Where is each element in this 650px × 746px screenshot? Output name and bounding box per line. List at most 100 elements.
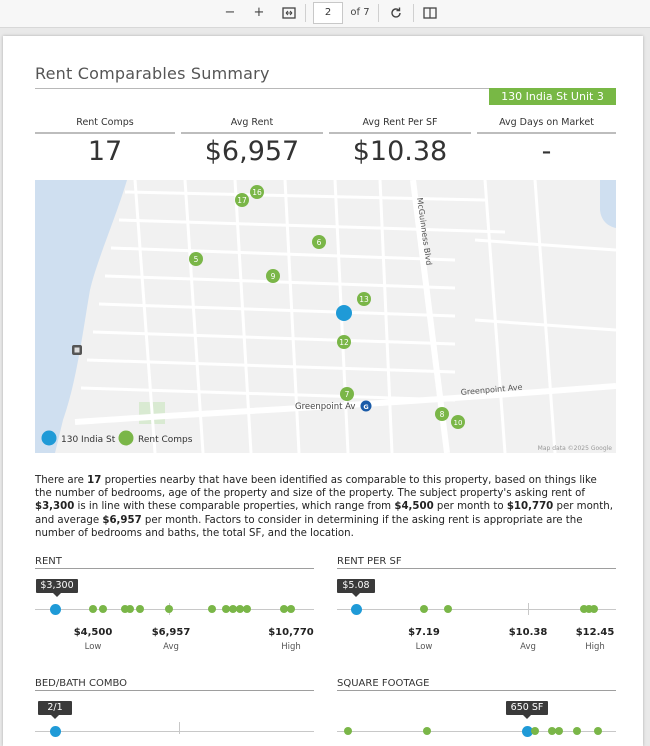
svg-text:6: 6 bbox=[317, 238, 322, 247]
rent-subject-dot bbox=[50, 604, 61, 615]
rent-comp-dot bbox=[126, 605, 134, 613]
bed-bath-section-title: BED/BATH COMBO bbox=[35, 678, 128, 689]
rent-comp-dot bbox=[280, 605, 288, 613]
map-canvas: McGuinness Blvd Greenpoint Ave Greenpoin… bbox=[35, 180, 616, 453]
rent-per-sf-high-label: High bbox=[585, 642, 605, 652]
rent-per-sf-high-value: $12.45 bbox=[575, 627, 615, 638]
comp-marker[interactable]: 12 bbox=[337, 335, 351, 349]
stat-value-avg-rent: $6,957 bbox=[204, 136, 300, 167]
section-divider bbox=[337, 568, 616, 569]
comp-marker[interactable]: 8 bbox=[435, 407, 449, 421]
comp-marker[interactable]: 13 bbox=[357, 292, 371, 306]
comp-marker[interactable]: 7 bbox=[340, 387, 354, 401]
stat-divider bbox=[477, 132, 616, 134]
fit-page-icon bbox=[282, 7, 296, 19]
page-view-button[interactable] bbox=[421, 3, 439, 23]
square-footage-subject-dot bbox=[522, 726, 533, 737]
stat-label-avg-rent: Avg Rent bbox=[230, 117, 274, 128]
rent-per-sf-subject-flag: $5.08 bbox=[337, 579, 375, 593]
avg-rent: $6,957 bbox=[102, 514, 142, 526]
comp-marker[interactable]: 17 bbox=[235, 193, 249, 207]
svg-text:13: 13 bbox=[359, 295, 369, 304]
rent-high-label: High bbox=[281, 642, 301, 652]
page-title: Rent Comparables Summary bbox=[35, 64, 270, 83]
square-footage-comp-dot bbox=[531, 727, 539, 735]
bed-bath-subject-dot bbox=[50, 726, 61, 737]
svg-text:9: 9 bbox=[271, 272, 276, 281]
rent-subject-flag: $3,300 bbox=[36, 579, 78, 593]
rent-per-sf-low-label: Low bbox=[415, 642, 433, 652]
rent-low-value: $4,500 bbox=[73, 627, 113, 638]
rent-per-sf-comp-dot bbox=[444, 605, 452, 613]
creek-water bbox=[600, 180, 616, 228]
rent-per-sf-comp-dot bbox=[420, 605, 428, 613]
report-page: Rent Comparables Summary 130 India St Un… bbox=[3, 36, 643, 746]
low-rent: $4,500 bbox=[394, 501, 434, 513]
comp-marker[interactable]: 5 bbox=[189, 252, 203, 266]
rent-low-label: Low bbox=[84, 642, 102, 652]
stat-divider bbox=[35, 132, 175, 134]
zoom-out-button[interactable]: − bbox=[224, 5, 236, 20]
svg-text:17: 17 bbox=[237, 196, 247, 205]
asking-rent: $3,300 bbox=[35, 501, 75, 513]
rent-per-sf-comp-dot bbox=[580, 605, 588, 613]
fit-page-button[interactable] bbox=[280, 3, 298, 23]
square-footage-section-title: SQUARE FOOTAGE bbox=[337, 678, 430, 689]
stat-value-rent-comps: 17 bbox=[87, 136, 123, 167]
subway-icon bbox=[360, 400, 372, 412]
rent-avg-label: Avg bbox=[163, 642, 179, 652]
subject-property-marker[interactable] bbox=[336, 305, 352, 321]
comp-marker[interactable]: 10 bbox=[451, 415, 465, 429]
rent-comp-dot bbox=[136, 605, 144, 613]
section-divider bbox=[35, 690, 314, 691]
summary-paragraph: There are 17 properties nearby that have… bbox=[35, 475, 613, 539]
stat-divider bbox=[181, 132, 323, 134]
rent-per-sf-comp-dot bbox=[590, 605, 598, 613]
subway-badge: G bbox=[363, 403, 368, 411]
rent-section-title: RENT bbox=[35, 556, 62, 567]
zoom-in-button[interactable]: + bbox=[253, 5, 265, 20]
section-divider bbox=[35, 568, 314, 569]
bed-bath-subject-flag: 2/1 bbox=[38, 701, 72, 715]
river-water bbox=[35, 180, 127, 453]
page-total: of 7 bbox=[350, 7, 370, 18]
rent-comp-dot bbox=[287, 605, 295, 613]
rent-comp-dot bbox=[236, 605, 244, 613]
stat-value-avg-rent-per-sf: $10.38 bbox=[352, 136, 448, 167]
svg-text:12: 12 bbox=[339, 338, 349, 347]
comp-marker[interactable]: 6 bbox=[312, 235, 326, 249]
comp-marker[interactable]: 16 bbox=[250, 185, 264, 199]
avg-tick bbox=[528, 603, 529, 615]
book-icon bbox=[423, 7, 437, 19]
map-attribution: Map data ©2025 Google bbox=[538, 445, 613, 452]
rent-comp-dot bbox=[99, 605, 107, 613]
square-footage-comp-dot bbox=[423, 727, 431, 735]
square-footage-range-track bbox=[337, 731, 616, 732]
rent-comp-dot bbox=[89, 605, 97, 613]
legend-comps-label: Rent Comps bbox=[138, 435, 193, 445]
svg-text:5: 5 bbox=[194, 255, 199, 264]
legend-subject-label: 130 India St bbox=[61, 435, 116, 445]
square-footage-comp-dot bbox=[573, 727, 581, 735]
toolbar-divider bbox=[378, 4, 379, 22]
comps-map[interactable]: McGuinness Blvd Greenpoint Ave Greenpoin… bbox=[35, 180, 616, 453]
square-footage-comp-dot bbox=[594, 727, 602, 735]
comp-marker[interactable]: 9 bbox=[266, 269, 280, 283]
rent-comp-dot bbox=[222, 605, 230, 613]
square-footage-subject-flag: 650 SF bbox=[506, 701, 548, 715]
rent-per-sf-low-value: $7.19 bbox=[408, 627, 440, 638]
square-footage-comp-dot bbox=[344, 727, 352, 735]
rent-avg-value: $6,957 bbox=[151, 627, 191, 638]
square-footage-comp-dot bbox=[555, 727, 563, 735]
viewer-toolbar: − + 2 of 7 bbox=[0, 0, 650, 28]
rotate-button[interactable] bbox=[387, 3, 405, 23]
high-rent: $10,770 bbox=[506, 501, 554, 513]
toolbar-divider bbox=[305, 4, 306, 22]
svg-text:8: 8 bbox=[440, 410, 445, 419]
rent-per-sf-section-title: RENT PER SF bbox=[337, 556, 402, 567]
greenpoint-ave bbox=[74, 383, 616, 425]
page-number-input[interactable]: 2 bbox=[313, 2, 343, 24]
square-footage-comp-dot bbox=[548, 727, 556, 735]
stat-value-avg-days-on-market: - bbox=[541, 136, 552, 167]
section-divider bbox=[337, 690, 616, 691]
